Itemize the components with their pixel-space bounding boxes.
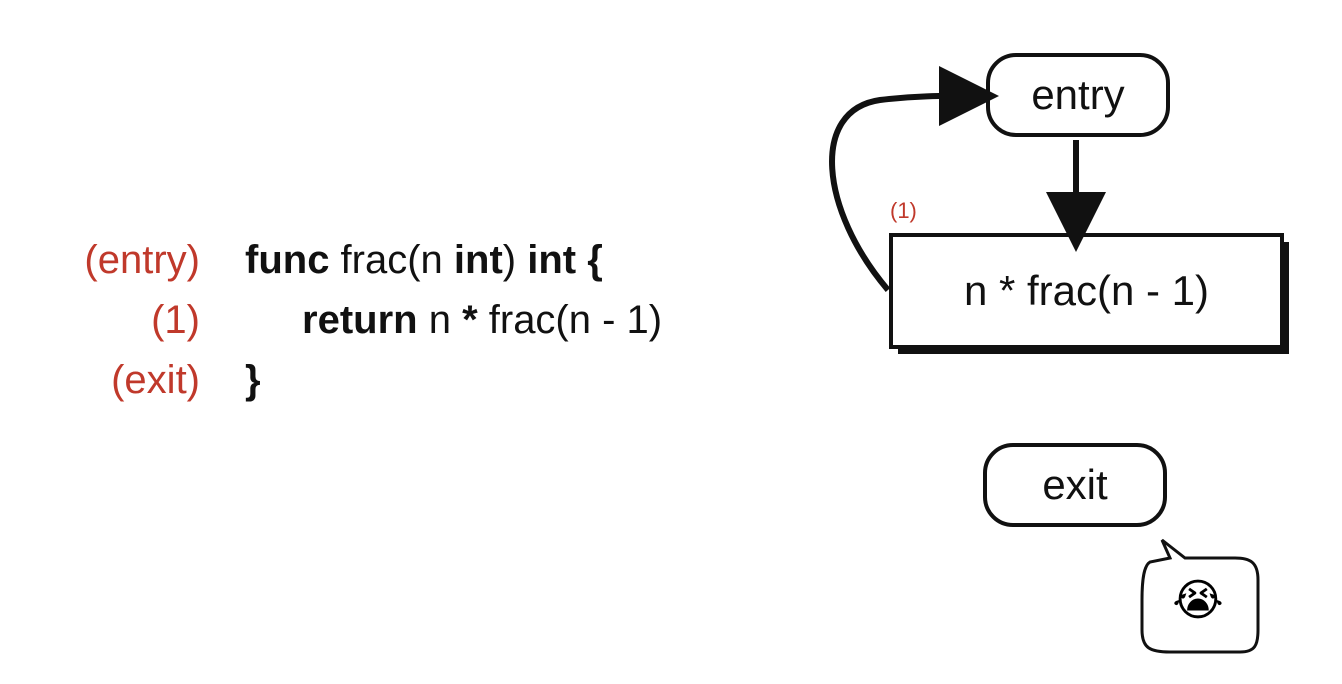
keyword: } (245, 358, 261, 402)
code-text: ) (502, 238, 528, 282)
keyword: func (245, 238, 330, 282)
entry-node-label: entry (1031, 71, 1125, 118)
code-text: frac(n (329, 238, 454, 282)
recursion-back-edge-arrow (829, 65, 999, 292)
keyword: { (587, 238, 603, 282)
code-text: frac(n - 1) (477, 298, 663, 342)
code-label-exit: (exit) (111, 358, 200, 402)
code-line-3: } (245, 356, 261, 404)
keyword: return (302, 298, 418, 342)
keyword: int (527, 238, 577, 282)
speech-bubble (1140, 538, 1260, 654)
body-node-tag: (1) (890, 198, 917, 223)
code-line-1: func frac(n int) int { (245, 236, 603, 284)
body-node-label: n * frac(n - 1) (963, 267, 1210, 314)
code-text (576, 238, 587, 282)
exit-node (983, 443, 1167, 527)
code-label-entry: (entry) (84, 238, 200, 282)
code-text: n (417, 298, 463, 342)
code-label-1: (1) (151, 298, 200, 342)
code-line-2: return n * frac(n - 1) (302, 296, 662, 344)
crying-face-icon: 😭 (1172, 576, 1224, 625)
exit-node-label: exit (1042, 461, 1108, 508)
keyword: int (453, 238, 503, 282)
keyword: * (462, 298, 478, 342)
body-node (889, 233, 1284, 349)
